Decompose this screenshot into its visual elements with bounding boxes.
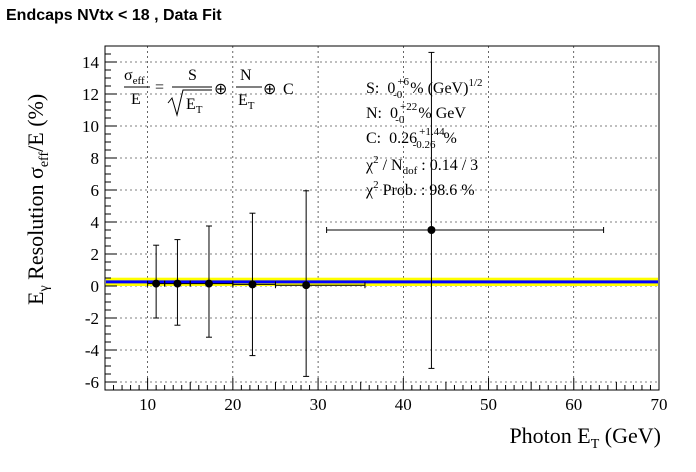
y-axis-title: Eγ Resolution σeff/E (%)	[23, 94, 52, 305]
data-marker	[204, 279, 213, 288]
sqrt-sign	[167, 89, 212, 117]
y-tick-label: 8	[91, 149, 100, 168]
x-tick-label: 20	[224, 395, 241, 414]
data-point-5	[274, 190, 366, 377]
fit-results: S: 0 +6 -0 % (GeV)1/2 N: 0 +22 -0 % GeV C: 0.26…	[365, 76, 483, 199]
data-point-4	[232, 212, 276, 357]
formula-equals: =	[155, 79, 164, 96]
x-tick-label: 70	[651, 395, 668, 414]
resolution-formula: σeff E = S ET ⊕ N ET ⊕ C	[124, 67, 294, 117]
fit-result-c: C: 0.26 +1.44 -0.26 %	[366, 126, 457, 151]
data-point-6	[326, 51, 605, 369]
plot-area	[105, 46, 659, 390]
data-marker	[248, 280, 257, 289]
formula-oplus-1: ⊕	[214, 81, 227, 98]
formula-n: N	[240, 67, 252, 84]
y-tick-label: 2	[91, 245, 100, 264]
chart-title: Endcaps NVtx < 18 , Data Fit	[6, 7, 222, 24]
data-point-1	[147, 244, 166, 319]
data-marker	[152, 279, 161, 288]
x-tick-label: 40	[395, 395, 412, 414]
data-points	[147, 51, 605, 377]
data-point-3	[189, 225, 234, 338]
fit-result-n: N: 0 +22 -0 % GeV	[366, 101, 466, 126]
axes: 10 20 30 40 50 60 70 -6 -4 -2 0 2 4 6 8 10 12 14	[82, 45, 668, 414]
formula-c: C	[283, 81, 294, 98]
data-marker	[427, 226, 436, 234]
fit-result-chi2: χ2 / Ndof : 0.14 / 3	[365, 154, 478, 177]
x-tick-label: 10	[139, 395, 156, 414]
y-tick-label: 6	[91, 181, 100, 200]
x-tick-label: 30	[310, 395, 327, 414]
y-tick-label: 14	[82, 53, 100, 72]
y-tick-label: 4	[91, 213, 100, 232]
formula-s: S	[188, 67, 197, 84]
plot-frame	[104, 45, 660, 391]
fit-result-probability: χ2 Prob. : 98.6 %	[365, 179, 475, 199]
data-marker	[302, 281, 311, 290]
y-tick-label: -6	[85, 373, 99, 392]
fit-result-s: S: 0 +6 -0 % (GeV)1/2	[366, 76, 483, 101]
y-tick-label: -4	[85, 341, 100, 360]
x-tick-label: 50	[480, 395, 497, 414]
data-marker	[173, 279, 182, 288]
x-tick-label: 60	[565, 395, 582, 414]
formula-lhs-numerator: σeff	[124, 67, 145, 87]
x-axis-title: Photon ET (GeV)	[509, 423, 661, 452]
formula-n-denominator: ET	[238, 92, 255, 112]
formula-oplus-2: ⊕	[263, 81, 276, 98]
y-tick-label: 12	[82, 85, 99, 104]
formula-lhs-denominator: E	[131, 91, 141, 108]
y-tick-label: 10	[82, 117, 99, 136]
y-tick-label: -2	[85, 309, 99, 328]
formula-sqrt-e: ET	[186, 96, 203, 116]
grid	[105, 46, 659, 390]
y-tick-label: 0	[91, 277, 100, 296]
fit-band	[106, 277, 658, 286]
